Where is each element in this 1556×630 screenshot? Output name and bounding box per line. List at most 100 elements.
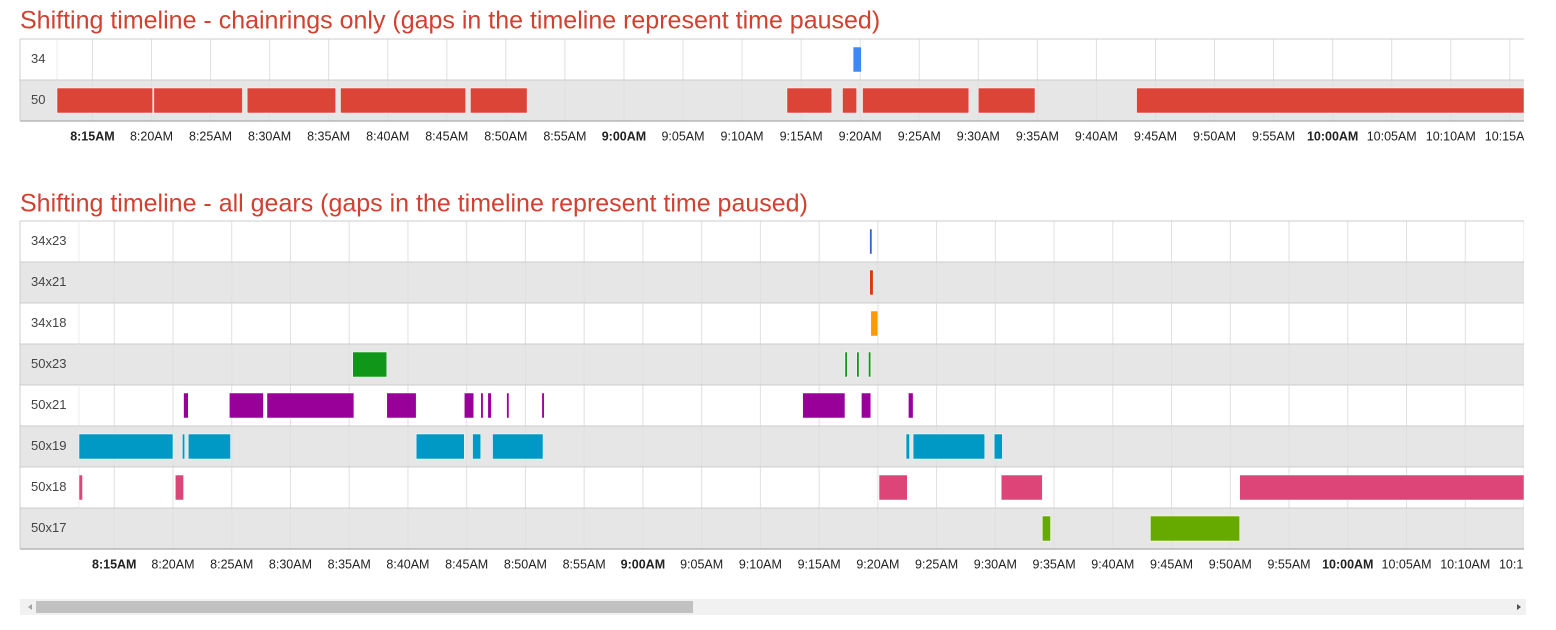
shift-bar bbox=[1000, 474, 1043, 501]
x-tick-label: 9:30AM bbox=[974, 557, 1017, 571]
shift-bar bbox=[908, 392, 914, 419]
row-background bbox=[20, 221, 1524, 262]
shift-bar bbox=[869, 228, 873, 255]
x-tick-label: 9:55AM bbox=[1267, 557, 1310, 571]
shift-bar bbox=[1042, 515, 1051, 542]
charts: Shifting timeline - chainrings only (gap… bbox=[19, 7, 1549, 571]
shift-bar bbox=[470, 87, 528, 114]
shift-bar bbox=[842, 87, 857, 114]
x-tick-label: 8:15AM bbox=[70, 129, 114, 143]
shift-bar bbox=[464, 392, 474, 419]
shift-bar bbox=[541, 392, 545, 419]
shift-bar bbox=[869, 269, 874, 296]
shift-bar bbox=[852, 46, 862, 73]
shift-bar bbox=[78, 433, 174, 460]
shift-bar bbox=[1150, 515, 1240, 542]
row-background bbox=[20, 426, 1524, 467]
x-tick-label: 9:25AM bbox=[898, 129, 941, 143]
x-tick-label: 9:20AM bbox=[839, 129, 882, 143]
x-tick-label: 9:25AM bbox=[915, 557, 958, 571]
x-tick-label: 10:00AM bbox=[1307, 129, 1358, 143]
x-tick-label: 10:05AM bbox=[1382, 557, 1432, 571]
row-label: 50 bbox=[31, 92, 45, 107]
shift-bar bbox=[492, 433, 544, 460]
shift-bar bbox=[1136, 87, 1524, 114]
row-label: 50x18 bbox=[31, 479, 66, 494]
shift-bar bbox=[340, 87, 466, 114]
x-tick-label: 8:30AM bbox=[269, 557, 312, 571]
x-tick-label: 8:45AM bbox=[445, 557, 488, 571]
x-tick-label: 9:50AM bbox=[1193, 129, 1236, 143]
shift-bar bbox=[844, 351, 848, 378]
shift-bar bbox=[786, 87, 833, 114]
x-tick-label: 8:35AM bbox=[328, 557, 371, 571]
x-tick-label: 9:35AM bbox=[1016, 129, 1059, 143]
x-tick-label: 10:15AM bbox=[1499, 557, 1549, 571]
shift-bar bbox=[912, 433, 986, 460]
x-tick-label: 8:45AM bbox=[425, 129, 468, 143]
x-tick-label: 9:30AM bbox=[957, 129, 1000, 143]
x-tick-label: 10:00AM bbox=[1322, 557, 1373, 571]
row-background bbox=[20, 508, 1524, 549]
x-tick-label: 9:10AM bbox=[721, 129, 764, 143]
x-tick-label: 9:35AM bbox=[1033, 557, 1076, 571]
x-tick-label: 8:15AM bbox=[92, 557, 136, 571]
x-tick-label: 8:55AM bbox=[563, 557, 606, 571]
x-tick-label: 8:55AM bbox=[543, 129, 586, 143]
shift-bar bbox=[870, 310, 879, 337]
shift-bar bbox=[861, 392, 872, 419]
row-label: 34x23 bbox=[31, 233, 66, 248]
scrollbar[interactable] bbox=[20, 599, 1526, 615]
shift-bar bbox=[56, 87, 153, 114]
x-tick-label: 8:40AM bbox=[366, 129, 409, 143]
x-tick-label: 9:40AM bbox=[1091, 557, 1134, 571]
x-tick-label: 9:45AM bbox=[1150, 557, 1193, 571]
x-tick-label: 8:20AM bbox=[130, 129, 173, 143]
x-tick-label: 10:15AM bbox=[1485, 129, 1535, 143]
shift-bar bbox=[506, 392, 510, 419]
x-tick-label: 9:05AM bbox=[661, 129, 704, 143]
shift-bar bbox=[266, 392, 355, 419]
shift-bar bbox=[905, 433, 910, 460]
row-label: 34x21 bbox=[31, 274, 66, 289]
x-tick-label: 8:25AM bbox=[189, 129, 232, 143]
shift-bar bbox=[868, 351, 872, 378]
x-tick-label: 8:20AM bbox=[151, 557, 194, 571]
shift-bar bbox=[862, 87, 970, 114]
shift-bar bbox=[153, 87, 243, 114]
row-label: 50x19 bbox=[31, 438, 66, 453]
row-label: 50x23 bbox=[31, 356, 66, 371]
shift-bar bbox=[188, 433, 231, 460]
x-tick-label: 9:55AM bbox=[1252, 129, 1295, 143]
x-tick-label: 8:30AM bbox=[248, 129, 291, 143]
x-tick-label: 10:10AM bbox=[1440, 557, 1490, 571]
shift-bar bbox=[1239, 474, 1524, 501]
shift-bar bbox=[183, 392, 189, 419]
chart-title: Shifting timeline - all gears (gaps in t… bbox=[20, 190, 808, 218]
shift-bar bbox=[352, 351, 388, 378]
x-tick-label: 9:15AM bbox=[780, 129, 823, 143]
x-tick-label: 9:20AM bbox=[856, 557, 899, 571]
shift-bar bbox=[229, 392, 264, 419]
shift-bar bbox=[487, 392, 492, 419]
x-tick-label: 8:50AM bbox=[504, 557, 547, 571]
row-background bbox=[20, 303, 1524, 344]
shift-bar bbox=[993, 433, 1003, 460]
shift-bar bbox=[802, 392, 846, 419]
scroll-left-arrow[interactable] bbox=[28, 604, 32, 610]
scroll-right-arrow[interactable] bbox=[1517, 604, 1521, 610]
shift-bar bbox=[878, 474, 908, 501]
x-tick-label: 8:50AM bbox=[484, 129, 527, 143]
shift-bar bbox=[78, 474, 83, 501]
x-tick-label: 9:05AM bbox=[680, 557, 723, 571]
row-label: 34x18 bbox=[31, 315, 66, 330]
chart-title: Shifting timeline - chainrings only (gap… bbox=[20, 7, 880, 35]
row-background bbox=[20, 262, 1524, 303]
shift-bar bbox=[978, 87, 1036, 114]
shift-bar bbox=[246, 87, 337, 114]
x-tick-label: 8:35AM bbox=[307, 129, 350, 143]
x-tick-label: 10:10AM bbox=[1426, 129, 1476, 143]
scroll-thumb[interactable] bbox=[36, 601, 693, 613]
shift-bar bbox=[856, 351, 860, 378]
shift-bar bbox=[182, 433, 185, 460]
